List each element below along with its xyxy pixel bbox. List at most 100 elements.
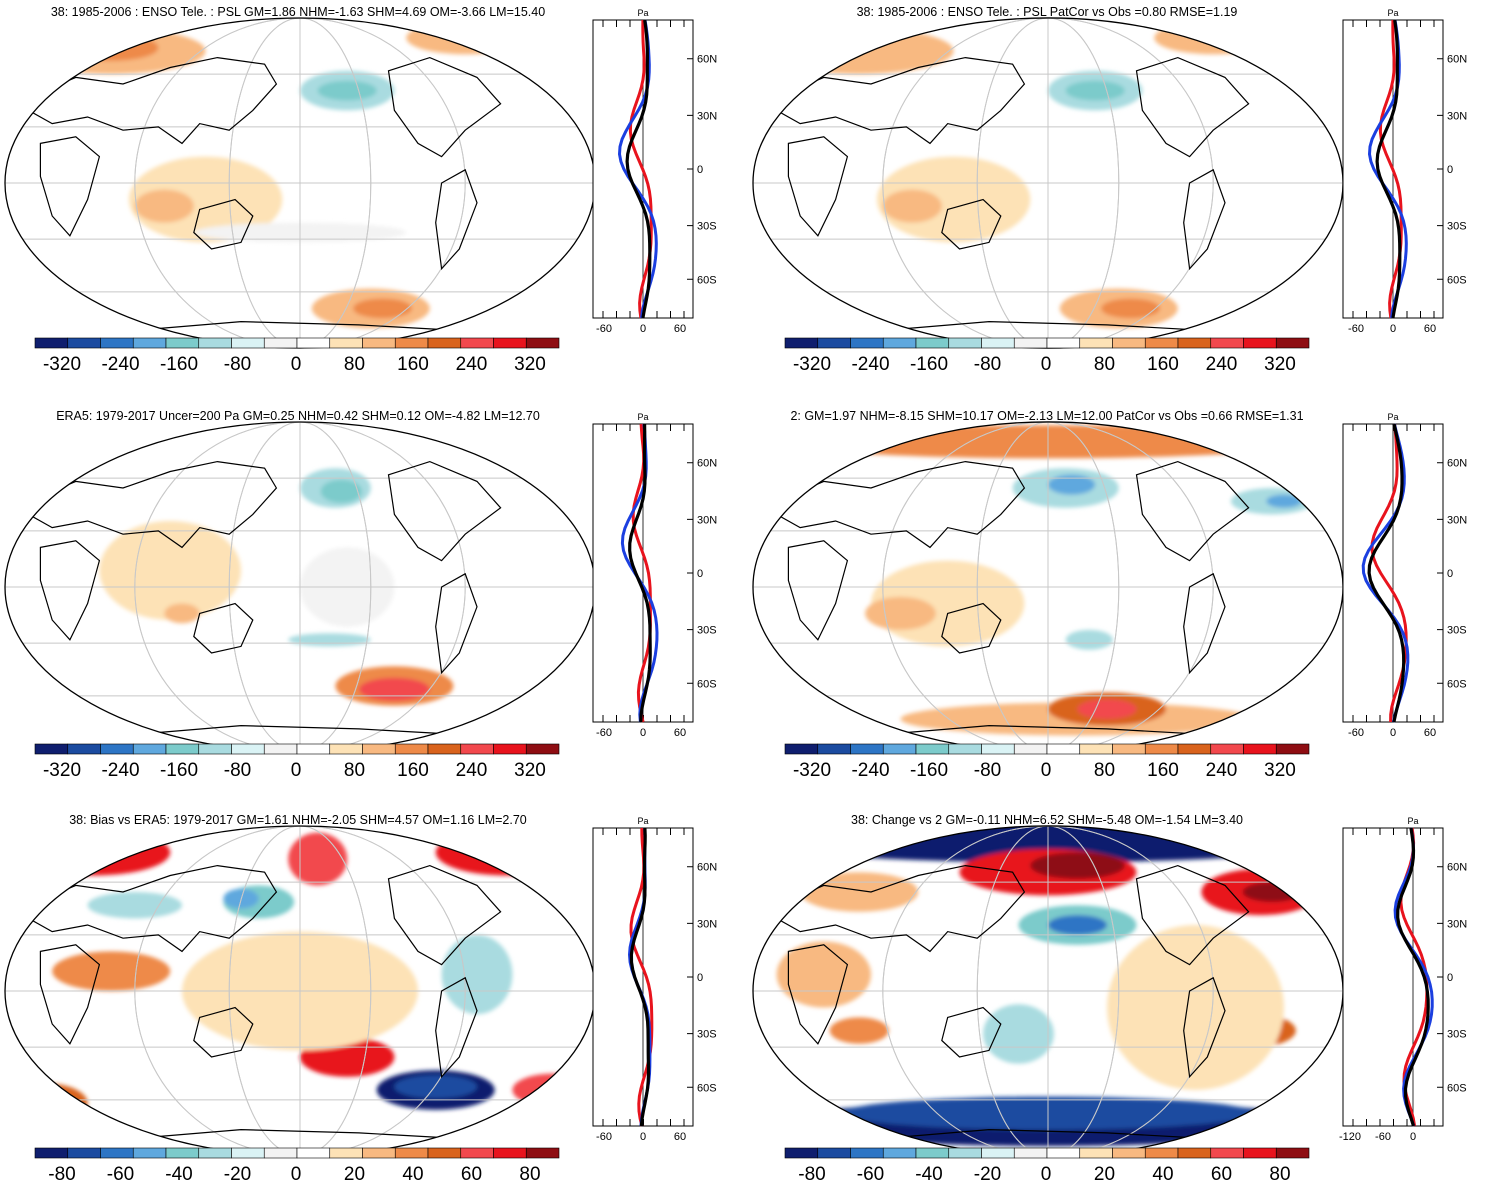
profile-blue-line	[1367, 19, 1408, 319]
anomaly-region	[1154, 21, 1273, 55]
colorbar-swatch	[427, 743, 462, 755]
colorbar-label: 20	[344, 1164, 365, 1181]
colorbar-swatch	[817, 337, 851, 349]
coastline	[776, 864, 1026, 953]
profile-black-line	[1367, 423, 1406, 723]
colorbar-label: 160	[397, 760, 429, 781]
colorbar-swatch	[915, 337, 950, 349]
colorbar-label: 240	[1206, 760, 1238, 781]
colorbar-label: -80	[48, 1164, 75, 1181]
colorbar-label: 320	[514, 354, 546, 375]
lat-label: 60N	[697, 862, 717, 874]
colorbar-swatch	[34, 1147, 69, 1159]
colorbar-swatch	[525, 1147, 560, 1159]
lat-label: 30S	[1447, 1029, 1467, 1041]
colorbar-label: -240	[851, 354, 889, 375]
coastline	[193, 602, 254, 654]
profile-unit: Pa	[637, 816, 648, 826]
colorbar-swatch	[493, 743, 527, 755]
profile-unit: Pa	[1387, 8, 1398, 18]
colorbar-label: 0	[1041, 1164, 1052, 1181]
graticule	[5, 18, 595, 348]
coastline	[941, 1006, 1002, 1058]
profile-unit: Pa	[637, 412, 648, 422]
colorbar-label: -160	[160, 760, 198, 781]
colorbar-swatch	[362, 743, 396, 755]
profile-blue-line	[617, 19, 658, 319]
colorbar-swatch	[948, 1147, 982, 1159]
anomaly-region	[320, 479, 362, 503]
colorbar-swatch	[1079, 743, 1113, 755]
lat-label: 60N	[1447, 862, 1467, 874]
anomaly-region	[406, 21, 525, 55]
coastline	[776, 56, 1026, 145]
colorbar-swatch	[329, 337, 363, 349]
colorbar-swatch	[460, 337, 494, 349]
anomaly-region	[164, 603, 200, 624]
anomaly-region	[134, 189, 194, 223]
coastline	[941, 602, 1002, 654]
colorbar-label: -80	[974, 354, 1001, 375]
anomaly-region	[288, 832, 348, 886]
lat-label: 30N	[1447, 110, 1467, 122]
anomaly-region	[441, 934, 513, 1015]
anomaly-region	[882, 189, 942, 223]
meridian-line	[134, 18, 466, 348]
colorbar-swatch	[329, 1147, 363, 1159]
anomaly-region	[1048, 474, 1096, 495]
colorbar-swatch	[132, 743, 167, 755]
profile-x-label: 0	[1390, 323, 1396, 335]
panel-title: ERA5: 1979-2017 Uncer=200 Pa GM=0.25 NHM…	[56, 409, 540, 423]
anomaly-region	[16, 27, 206, 75]
lat-label: 30N	[697, 514, 717, 526]
colorbar-swatch	[1275, 743, 1310, 755]
colorbar-label: 40	[1152, 1164, 1173, 1181]
coastline	[1135, 56, 1250, 158]
coastline	[28, 864, 278, 953]
colorbar-swatch	[34, 337, 69, 349]
anomaly-region	[1048, 915, 1107, 935]
graticule	[753, 18, 1343, 348]
colorbar-label: 40	[402, 1164, 423, 1181]
lat-label: 0	[1447, 164, 1453, 176]
meridian-line	[882, 826, 1214, 1156]
lat-label: 30S	[697, 221, 717, 233]
colorbar-swatch	[1112, 337, 1146, 349]
colorbar-swatch	[1046, 337, 1081, 349]
anomaly-region	[1266, 494, 1302, 508]
colorbar-swatch	[1243, 1147, 1277, 1159]
meridian-line	[976, 18, 1120, 348]
colorbar-label: 80	[344, 760, 365, 781]
lat-label: 60N	[697, 54, 717, 66]
colorbar-label: -20	[974, 1164, 1001, 1181]
graticule	[753, 826, 1343, 1156]
coastline	[787, 136, 849, 237]
anomaly-region	[16, 829, 171, 876]
colorbar-swatch	[1243, 337, 1277, 349]
colorbar: -320 -240 -160 -80 0 80 160 240 320	[34, 337, 560, 375]
colorbar-swatch	[948, 743, 982, 755]
profile-x-label: 0	[640, 1131, 646, 1143]
colorbar-swatch	[362, 1147, 396, 1159]
colorbar-label: -40	[165, 1164, 192, 1181]
colorbar-swatch	[1112, 743, 1146, 755]
coastline	[39, 944, 101, 1045]
colorbar-swatch	[427, 1147, 462, 1159]
colorbar: -80 -60 -40 -20 0 20 40 60 80	[784, 1147, 1310, 1181]
colorbar: -80 -60 -40 -20 0 20 40 60 80	[34, 1147, 560, 1181]
meridian-line	[228, 422, 372, 752]
profile-unit: Pa	[1387, 412, 1398, 422]
colorbar-label: -40	[915, 1164, 942, 1181]
colorbar-swatch	[67, 743, 101, 755]
anomaly-region	[5, 1083, 88, 1123]
colorbar-swatch	[784, 743, 819, 755]
anomaly-region	[829, 1017, 889, 1044]
colorbar-swatch	[100, 337, 134, 349]
colorbar-swatch	[100, 1147, 134, 1159]
colorbar-label: 0	[1041, 760, 1052, 781]
coastline	[1183, 572, 1226, 675]
colorbar-swatch	[948, 337, 982, 349]
colorbar-label: -240	[101, 354, 139, 375]
colorbar-label: -80	[224, 354, 251, 375]
panel-1: 38: 1985-2006 : ENSO Tele. : PSL GM=1.86…	[4, 5, 717, 375]
